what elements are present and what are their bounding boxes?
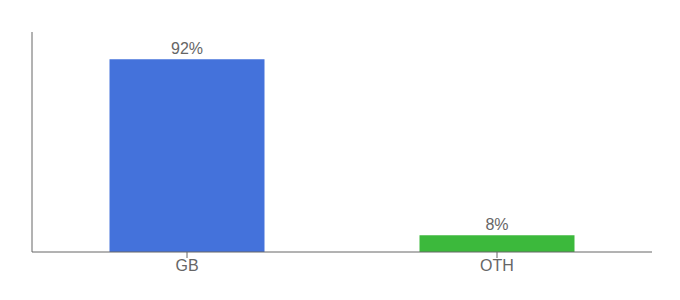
svg-text:92%: 92% <box>171 40 203 57</box>
svg-text:GB: GB <box>175 257 198 274</box>
svg-text:8%: 8% <box>485 216 508 233</box>
svg-text:OTH: OTH <box>480 257 514 274</box>
